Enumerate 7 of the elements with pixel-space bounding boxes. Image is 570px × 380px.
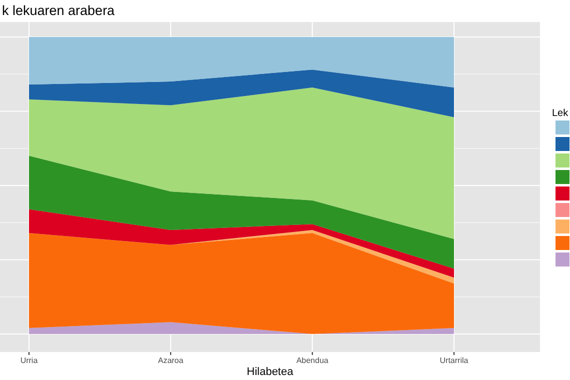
x-axis-title: Hilabetea — [246, 366, 294, 378]
chart-title: k lekuaren arabera — [2, 3, 116, 18]
x-tick-label: Azaroa — [158, 356, 184, 365]
legend-title: Lek — [552, 108, 570, 119]
x-tick-label: Abendua — [296, 356, 329, 365]
x-tick-label: Urtarrila — [440, 356, 469, 365]
x-tick-label: Urria — [20, 356, 38, 365]
